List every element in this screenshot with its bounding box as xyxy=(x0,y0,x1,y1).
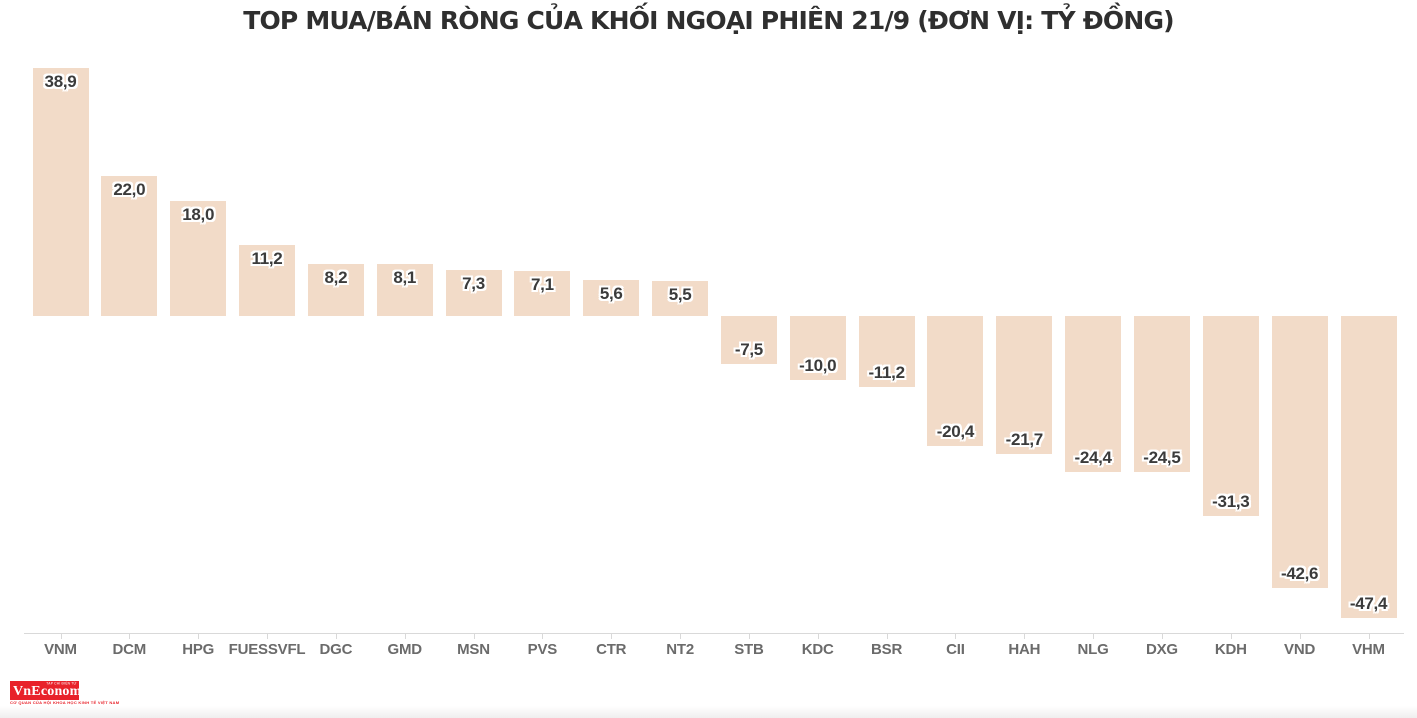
x-axis-tick xyxy=(886,633,888,639)
category-label-VNM: VNM xyxy=(44,641,77,658)
bar-value-label: -24,5 xyxy=(1143,448,1181,468)
category-label-DGC: DGC xyxy=(319,641,353,658)
bar-DCM xyxy=(101,175,158,317)
bar-value-label: -20,4 xyxy=(936,422,975,441)
category-label-DCM: DCM xyxy=(112,641,147,658)
bar-HAH xyxy=(996,316,1053,455)
bar-DGC xyxy=(307,263,364,316)
bar-CII xyxy=(927,316,984,446)
bar-GMD xyxy=(376,264,433,316)
category-label-NLG: NLG xyxy=(1077,641,1109,658)
x-axis-tick xyxy=(1230,633,1232,639)
category-label-PVS: PVS xyxy=(527,641,558,658)
bar-value-label: 8,1 xyxy=(393,268,417,288)
x-axis-tick xyxy=(404,633,406,639)
bar-FUESSVFL xyxy=(239,244,295,316)
category-label-HPG: HPG xyxy=(182,641,215,658)
category-label-VND: VND xyxy=(1284,641,1316,658)
bar-value-label: 8,2 xyxy=(324,267,348,287)
x-axis-line xyxy=(24,633,1404,634)
x-axis-tick xyxy=(198,633,200,639)
x-axis-tick xyxy=(1299,633,1301,639)
x-axis-tick xyxy=(60,633,62,639)
category-label-HAH: HAH xyxy=(1008,641,1041,658)
category-label-VHM: VHM xyxy=(1352,641,1385,658)
bar-value-label: 11,2 xyxy=(251,248,283,268)
bar-value-label: -21,7 xyxy=(1005,430,1044,450)
bar-HPG xyxy=(170,201,227,317)
bar-VHM xyxy=(1340,316,1397,619)
category-label-CTR: CTR xyxy=(596,641,627,658)
bar-value-label: -11,2 xyxy=(868,363,905,383)
bar-VNM xyxy=(32,68,89,316)
bar-value-label: -31,3 xyxy=(1212,491,1250,511)
category-label-STB: STB xyxy=(734,641,764,658)
bar-value-label: -47,4 xyxy=(1349,594,1388,614)
bar-STB xyxy=(720,316,777,364)
category-label-KDC: KDC xyxy=(801,641,834,658)
x-axis-tick xyxy=(1161,633,1163,639)
x-axis-tick xyxy=(680,633,682,639)
logo-wordmark: VnEconomy xyxy=(13,684,89,699)
x-axis-tick xyxy=(748,633,750,639)
x-axis-tick xyxy=(1024,633,1026,639)
category-label-NT2: NT2 xyxy=(666,641,694,658)
logo-top-text: TẠP CHÍ ĐIỆN TỬ xyxy=(46,681,77,686)
x-axis-tick xyxy=(542,633,544,639)
bar-value-label: 22,0 xyxy=(113,179,146,199)
category-label-DXG: DXG xyxy=(1145,641,1178,658)
bar-KDC xyxy=(789,316,846,380)
x-axis-tick xyxy=(1093,633,1095,639)
category-label-FUESSVFL: FUESSVFL xyxy=(228,641,306,658)
bar-value-label: -42,6 xyxy=(1280,563,1319,583)
bar-PVS xyxy=(514,270,571,316)
bar-value-label: 5,5 xyxy=(668,284,692,304)
bar-value-label: 5,6 xyxy=(599,284,623,304)
bar-value-label: 7,1 xyxy=(531,274,554,294)
bar-CTR xyxy=(583,280,640,316)
x-axis-tick xyxy=(817,633,819,639)
bar-value-label: 38,9 xyxy=(44,72,77,91)
category-label-GMD: GMD xyxy=(387,641,422,658)
bar-DXG xyxy=(1133,316,1190,473)
vneconomy-logo: TẠP CHÍ ĐIỆN TỬ VnEconomy xyxy=(10,681,89,700)
bar-VND xyxy=(1271,316,1328,588)
x-axis-tick xyxy=(267,633,268,639)
category-label-KDH: KDH xyxy=(1214,641,1247,658)
bottom-edge-strip xyxy=(0,706,1417,718)
chart-title: TOP MUA/BÁN RÒNG CỦA KHỐI NGOẠI PHIÊN 21… xyxy=(243,6,1174,35)
bar-value-label: 18,0 xyxy=(182,205,215,225)
category-label-MSN: MSN xyxy=(457,641,490,658)
logo-sub-text: CƠ QUAN CỦA HỘI KHOA HỌC KINH TẾ VIỆT NA… xyxy=(10,700,120,706)
x-axis-tick xyxy=(473,633,475,639)
bar-BSR xyxy=(858,316,915,388)
x-axis-tick xyxy=(955,633,957,639)
bar-MSN xyxy=(445,269,502,316)
x-axis-tick xyxy=(1368,633,1370,639)
bar-value-label: 7,3 xyxy=(462,273,485,293)
bar-value-label: -24,4 xyxy=(1074,447,1112,467)
bar-NT2 xyxy=(652,280,709,316)
x-axis-tick xyxy=(129,633,131,639)
x-axis-tick xyxy=(335,633,337,639)
category-label-BSR: BSR xyxy=(871,641,903,658)
bar-KDH xyxy=(1202,316,1259,516)
bar-value-label: -10,0 xyxy=(799,355,837,375)
category-label-CII: CII xyxy=(946,641,965,658)
bar-value-label: -7,5 xyxy=(734,339,763,359)
x-axis-tick xyxy=(611,633,613,639)
bar-NLG xyxy=(1065,316,1122,472)
